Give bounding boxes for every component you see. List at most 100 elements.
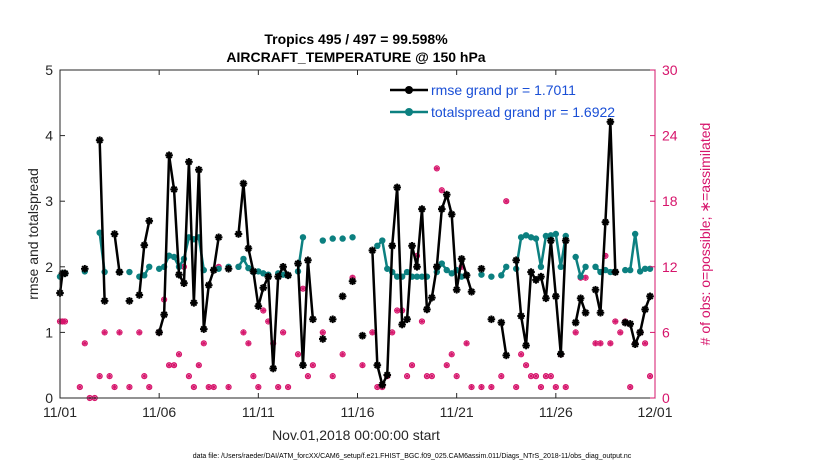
rmse-point-stroke [61, 269, 69, 277]
rmse-point [467, 287, 476, 296]
spread-point [542, 232, 550, 240]
obs-possible-marker [488, 383, 495, 391]
obs-star-stroke [201, 341, 206, 346]
obs-star-stroke [276, 385, 281, 390]
obs-assimilated-marker [112, 384, 117, 390]
obs-assimilated-marker [369, 330, 375, 335]
spread-point [572, 253, 579, 261]
rmse-point-stroke [522, 342, 530, 349]
obs-possible-marker [319, 329, 326, 336]
obs-assimilated-marker [439, 187, 445, 193]
obs-star-stroke [469, 385, 474, 390]
rmse-line-segment [395, 186, 404, 326]
rmse-point-stroke [458, 255, 466, 263]
rmse-point-stroke [393, 184, 401, 191]
obs-star-stroke [643, 341, 648, 346]
obs-star-stroke [454, 374, 459, 379]
rmse-line-segment [574, 297, 582, 324]
obs-star-stroke [608, 341, 613, 346]
rmse-point [358, 331, 367, 340]
rmse-point [259, 283, 268, 292]
obs-possible-marker [304, 373, 312, 380]
obs-possible-marker [403, 373, 411, 380]
rmse-line-segment [98, 138, 106, 303]
rmse-point [309, 315, 317, 324]
obs-star-stroke [186, 374, 191, 379]
rmse-point [195, 165, 203, 174]
rmse-point [373, 361, 382, 369]
obs-star-stroke [405, 374, 410, 379]
rmse-point-stroke [497, 319, 505, 326]
obs-possible-marker [106, 373, 113, 380]
rmse-point-stroke [428, 294, 436, 302]
rmse-point-stroke [116, 268, 123, 276]
spread-point [319, 237, 326, 244]
obs-assimilated-marker [543, 373, 549, 379]
obs-possible-marker [126, 383, 133, 391]
obs-star-stroke [419, 319, 425, 324]
rmse-point-stroke [502, 351, 510, 359]
rmse-point-stroke [210, 266, 218, 274]
rmse-line-segment [306, 258, 315, 321]
obs-possible-marker [453, 373, 460, 380]
rmse-point [383, 371, 392, 379]
rmse-point [304, 256, 312, 265]
y-tick-label: 4 [45, 128, 53, 144]
obs-star-stroke [613, 319, 618, 324]
obs-star-stroke [424, 374, 429, 379]
rmse-point-stroke [597, 309, 604, 317]
rmse-point-stroke [602, 218, 609, 226]
y2-tick-label: 12 [662, 259, 678, 275]
rmse-point [457, 255, 466, 263]
rmse-point-stroke [359, 332, 366, 340]
spread-line-segment [381, 239, 389, 271]
spread-point [517, 234, 525, 241]
obs-star-stroke [618, 330, 623, 335]
obs-star-stroke [553, 385, 558, 390]
obs-star-stroke [647, 374, 653, 379]
rmse-point [502, 351, 511, 360]
obs-assimilated-marker [479, 384, 484, 390]
obs-star-stroke [439, 188, 444, 193]
rmse-point-stroke [621, 319, 629, 326]
rmse-point [214, 233, 223, 242]
rmse-point [561, 236, 570, 245]
rmse-point-stroke [180, 279, 188, 287]
rmse-point [185, 158, 193, 166]
rmse-point [160, 310, 168, 319]
rmse-point [264, 272, 273, 281]
obs-star-stroke [514, 385, 519, 390]
rmse-point [224, 264, 233, 273]
obs-star-stroke [434, 166, 439, 171]
rmse-point-stroke [279, 263, 287, 271]
rmse-point-stroke [517, 312, 525, 320]
obs-assimilated-marker [523, 362, 529, 368]
rmse-line-segment [167, 154, 176, 191]
obs-star-stroke [300, 286, 306, 291]
obs-assimilated-marker [553, 384, 559, 390]
obs-star-stroke [127, 385, 132, 390]
rmse-point [175, 270, 183, 279]
rmse-point-stroke [448, 210, 456, 218]
rmse-point-stroke [527, 268, 535, 276]
obs-possible-marker [478, 383, 485, 391]
rmse-point-stroke [126, 297, 133, 305]
spread-point [592, 263, 599, 270]
obs-assimilated-marker [141, 373, 147, 379]
obs-assimilated-marker [394, 308, 400, 313]
obs-star-stroke [286, 385, 291, 390]
rmse-point-stroke [190, 299, 198, 307]
spread-point [235, 263, 242, 270]
obs-assimilated-marker [573, 330, 579, 335]
obs-star-stroke [82, 341, 87, 346]
rmse-point [145, 217, 154, 225]
spread-point [537, 263, 545, 270]
obs-possible-marker [597, 340, 604, 347]
rmse-point-stroke [408, 242, 416, 250]
obs-star-stroke [211, 385, 216, 390]
obs-possible-marker [240, 329, 247, 336]
obs-assimilated-marker [444, 362, 450, 368]
rmse-point-stroke [611, 268, 619, 276]
obs-possible-marker [260, 307, 267, 314]
obs-assimilated-marker [102, 330, 108, 335]
